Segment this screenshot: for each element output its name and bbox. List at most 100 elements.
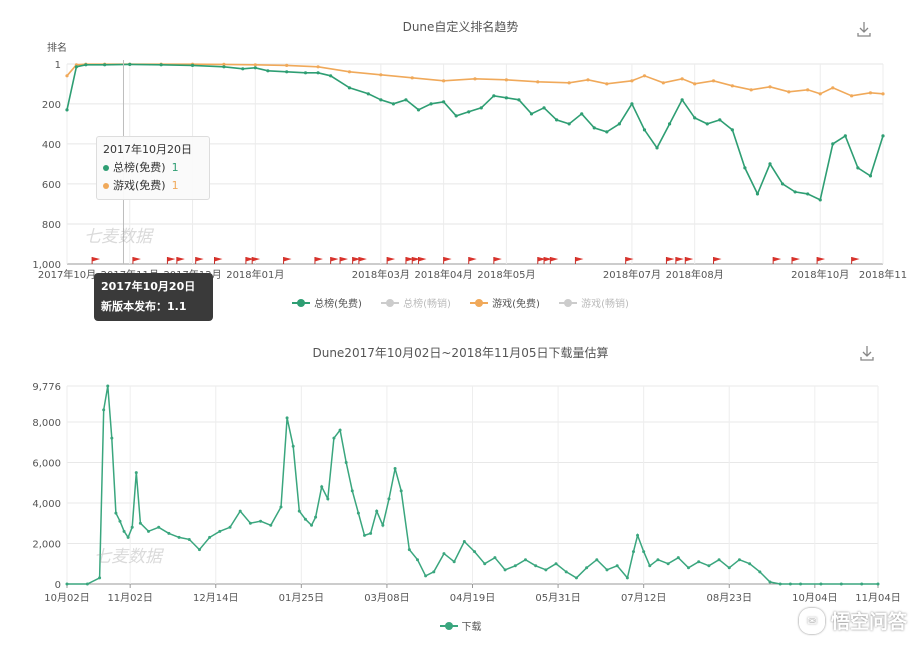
data-point xyxy=(768,162,772,166)
data-point xyxy=(442,100,446,104)
version-flag-icon[interactable] xyxy=(468,257,477,264)
data-point xyxy=(768,85,772,89)
data-point xyxy=(138,521,142,525)
version-flag-icon[interactable] xyxy=(176,257,185,264)
downloads-chart-title: Dune2017年10月02日~2018年11月05日下载量估算 xyxy=(312,346,609,360)
data-point xyxy=(595,558,599,562)
data-point xyxy=(452,560,456,564)
version-flag-icon[interactable] xyxy=(791,257,800,264)
version-flag-icon[interactable] xyxy=(314,257,323,264)
x-tick-label: 10月04日 xyxy=(792,592,837,604)
version-flag-icon[interactable] xyxy=(772,257,782,264)
event-date: 2017年10月20日 xyxy=(101,280,196,293)
data-point xyxy=(393,467,397,471)
data-point xyxy=(316,71,320,75)
legend-marker-icon xyxy=(439,621,458,631)
version-flag-icon[interactable] xyxy=(358,257,367,264)
x-tick-label: 2018年01月 xyxy=(226,268,284,281)
tooltip-row: 总榜(免费) 1 xyxy=(103,159,203,177)
legend-item[interactable]: 总榜(免费) xyxy=(292,295,362,310)
y-tick-label: 800 xyxy=(42,220,61,231)
data-point xyxy=(648,564,652,568)
data-point xyxy=(513,564,517,568)
tooltip-date: 2017年10月20日 xyxy=(103,143,192,156)
data-point xyxy=(102,408,106,412)
x-tick-label: 2018年10月 xyxy=(791,268,849,281)
version-flag-icon[interactable] xyxy=(132,257,141,264)
version-flag-icon[interactable] xyxy=(684,257,694,264)
data-point xyxy=(778,582,782,586)
legend-label: 总榜(畅销) xyxy=(403,299,451,310)
data-point xyxy=(473,77,477,81)
tooltip-value: 1 xyxy=(171,179,179,192)
version-flag-icon[interactable] xyxy=(283,257,292,264)
download-icon[interactable] xyxy=(858,344,876,362)
legend-item[interactable]: 游戏(免费) xyxy=(470,295,540,310)
version-flag-icon[interactable] xyxy=(214,257,223,264)
data-point xyxy=(705,122,709,126)
version-flag-icon[interactable] xyxy=(493,257,502,264)
data-point xyxy=(454,114,458,118)
version-flag-icon[interactable] xyxy=(418,257,427,264)
legend-item[interactable]: 下载 xyxy=(439,618,482,633)
series-dot-icon xyxy=(103,183,109,189)
version-flag-icon[interactable] xyxy=(339,257,349,264)
data-point xyxy=(881,134,885,138)
data-point xyxy=(656,558,660,562)
version-flag-icon[interactable] xyxy=(251,257,261,264)
data-point xyxy=(222,62,226,67)
x-tick-label: 11月04日 xyxy=(855,592,900,604)
data-point xyxy=(605,130,609,134)
data-point xyxy=(415,558,419,562)
data-point xyxy=(316,65,320,69)
version-flag-icon[interactable] xyxy=(166,257,176,264)
data-point xyxy=(534,564,538,568)
data-point xyxy=(544,568,548,572)
y-tick-label: 6,000 xyxy=(32,458,61,469)
version-event-tooltip: 2017年10月20日 新版本发布：1.1 xyxy=(94,273,213,321)
data-point xyxy=(157,525,161,529)
data-point xyxy=(159,63,163,67)
version-flag-icon[interactable] xyxy=(713,257,722,264)
version-flag-icon[interactable] xyxy=(549,257,559,264)
version-flag-icon[interactable] xyxy=(411,257,421,264)
version-flag-icon[interactable] xyxy=(91,257,101,264)
data-point xyxy=(831,142,835,146)
version-flag-icon[interactable] xyxy=(195,257,204,264)
download-icon[interactable] xyxy=(855,20,873,38)
version-flag-icon[interactable] xyxy=(625,257,634,264)
data-point xyxy=(818,92,822,96)
data-point xyxy=(332,436,336,440)
version-flag-icon[interactable] xyxy=(352,257,361,264)
data-point xyxy=(134,471,138,475)
data-point xyxy=(442,79,446,83)
data-point xyxy=(248,521,252,525)
x-tick-label: 05月31日 xyxy=(535,592,580,604)
version-flag-icon[interactable] xyxy=(405,257,414,264)
version-flag-icon[interactable] xyxy=(851,257,860,264)
version-flag-icon[interactable] xyxy=(816,257,826,264)
data-point xyxy=(416,108,421,112)
data-point xyxy=(259,519,263,523)
version-flag-icon[interactable] xyxy=(665,257,675,264)
version-flag-icon[interactable] xyxy=(537,257,546,264)
version-flag-icon[interactable] xyxy=(245,257,254,264)
x-tick-label: 12月14日 xyxy=(193,592,238,604)
version-flag-icon[interactable] xyxy=(675,257,684,264)
version-flag-icon[interactable] xyxy=(386,257,396,264)
legend-item[interactable]: 总榜(畅销) xyxy=(381,295,451,310)
data-point xyxy=(680,77,684,81)
data-point xyxy=(187,537,191,541)
version-flag-icon[interactable] xyxy=(443,257,452,264)
data-point xyxy=(680,98,684,102)
data-point xyxy=(356,511,360,515)
version-flag-icon[interactable] xyxy=(543,257,553,264)
data-point xyxy=(297,509,301,513)
version-flag-icon[interactable] xyxy=(574,257,584,264)
data-point xyxy=(407,548,411,552)
data-point xyxy=(642,128,647,132)
version-flag-icon[interactable] xyxy=(330,257,339,264)
data-point xyxy=(218,529,222,533)
data-point xyxy=(642,550,646,554)
legend-item[interactable]: 游戏(畅销) xyxy=(559,295,629,310)
